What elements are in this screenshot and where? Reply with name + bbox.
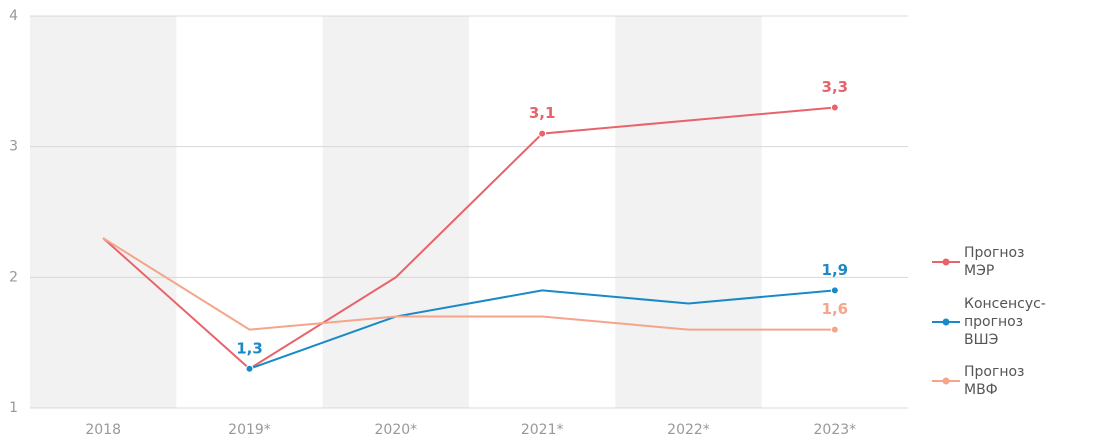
- data-label: 1,3: [236, 339, 263, 357]
- point: [830, 103, 839, 112]
- x-tick-label: 2018: [85, 422, 121, 438]
- x-tick-label: 2022*: [667, 422, 710, 438]
- legend-label: Консенсус-прогноз ВШЭ: [964, 296, 1046, 348]
- band: [322, 16, 469, 408]
- series-line: [102, 106, 835, 371]
- legend-label: Прогноз МЭР: [964, 245, 1025, 279]
- legend-swatch: [932, 258, 960, 266]
- legend-swatch: [932, 318, 960, 326]
- point: [538, 129, 547, 138]
- legend-label: Прогноз МВФ: [964, 364, 1025, 398]
- band: [615, 16, 762, 408]
- data-label: 1,6: [822, 300, 849, 318]
- y-tick-label: 4: [9, 8, 18, 24]
- x-tick-label: 2019*: [228, 422, 271, 438]
- point: [830, 325, 839, 334]
- y-tick-label: 2: [9, 269, 18, 285]
- legend-item: Прогноз МВФ: [932, 363, 1059, 399]
- data-label: 3,3: [822, 78, 849, 96]
- data-label: 3,1: [529, 104, 556, 122]
- y-tick-label: 1: [9, 400, 18, 416]
- x-tick-label: 2020*: [375, 422, 418, 438]
- series-line: [102, 237, 835, 331]
- legend-swatch: [932, 377, 960, 385]
- point: [830, 286, 839, 295]
- y-tick-label: 3: [9, 139, 18, 155]
- band: [30, 16, 177, 408]
- series-line: [249, 289, 835, 370]
- x-tick-label: 2021*: [521, 422, 564, 438]
- x-tick-label: 2023*: [814, 422, 857, 438]
- legend-item: Консенсус-прогноз ВШЭ: [932, 295, 1059, 349]
- data-label: 1,9: [822, 261, 849, 279]
- legend-item: Прогноз МЭР: [932, 244, 1059, 280]
- point: [245, 364, 254, 373]
